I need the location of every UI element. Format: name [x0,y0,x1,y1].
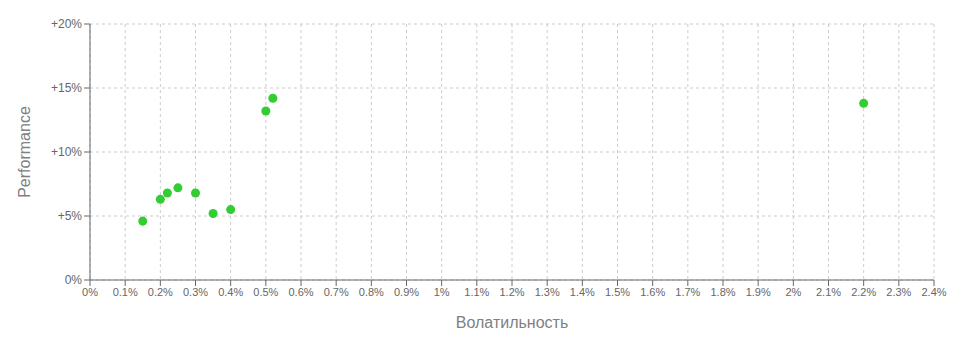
svg-text:Волатильность: Волатильность [456,314,568,331]
svg-text:+10%: +10% [51,145,82,159]
svg-text:1.2%: 1.2% [499,286,524,298]
svg-text:1.9%: 1.9% [746,286,771,298]
svg-text:0.7%: 0.7% [324,286,349,298]
svg-text:2.4%: 2.4% [921,286,946,298]
svg-text:0.8%: 0.8% [359,286,384,298]
svg-text:1.8%: 1.8% [710,286,735,298]
svg-text:1.7%: 1.7% [675,286,700,298]
svg-text:1.5%: 1.5% [605,286,630,298]
svg-text:0%: 0% [82,286,98,298]
svg-text:+20%: +20% [51,17,82,31]
svg-text:0.1%: 0.1% [113,286,138,298]
svg-text:2.3%: 2.3% [886,286,911,298]
svg-text:1.4%: 1.4% [570,286,595,298]
svg-text:0.4%: 0.4% [218,286,243,298]
svg-text:0%: 0% [65,273,83,287]
svg-text:0.3%: 0.3% [183,286,208,298]
svg-text:+15%: +15% [51,81,82,95]
svg-text:1.6%: 1.6% [640,286,665,298]
svg-text:0.5%: 0.5% [253,286,278,298]
svg-text:0.2%: 0.2% [148,286,173,298]
svg-text:Performance: Performance [16,106,33,198]
svg-text:1.1%: 1.1% [464,286,489,298]
svg-text:1.3%: 1.3% [535,286,560,298]
svg-text:0.6%: 0.6% [288,286,313,298]
svg-text:2.2%: 2.2% [851,286,876,298]
svg-text:2%: 2% [785,286,801,298]
svg-text:2.1%: 2.1% [816,286,841,298]
svg-text:1%: 1% [434,286,450,298]
svg-text:0.9%: 0.9% [394,286,419,298]
svg-text:+5%: +5% [58,209,83,223]
